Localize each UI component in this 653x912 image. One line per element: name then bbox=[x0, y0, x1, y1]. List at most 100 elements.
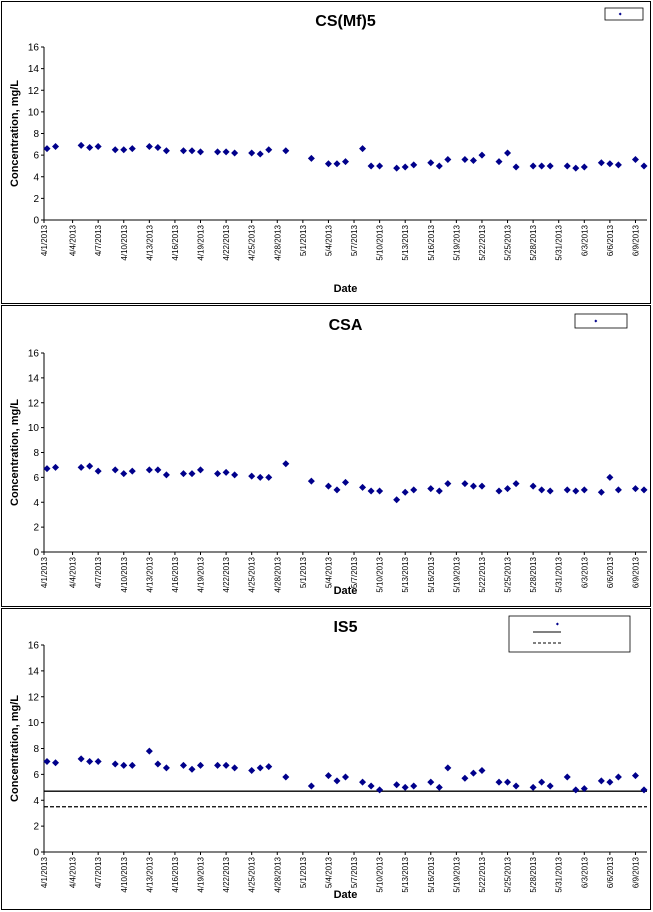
y-tick-label: 0 bbox=[33, 216, 39, 227]
data-point bbox=[307, 782, 315, 790]
data-point bbox=[504, 485, 512, 493]
data-point bbox=[86, 757, 94, 765]
data-point bbox=[197, 466, 205, 474]
x-tick-label: 4/16/2013 bbox=[171, 224, 180, 260]
x-tick-label: 5/4/2013 bbox=[324, 556, 333, 588]
data-point bbox=[94, 467, 102, 475]
x-tick-label: 5/4/2013 bbox=[324, 224, 333, 256]
chart-title: CSA bbox=[329, 317, 363, 334]
x-tick-label: 4/1/2013 bbox=[40, 224, 49, 256]
data-point bbox=[640, 162, 648, 170]
chart-panel-1: CS(Mf)5 0 2 4 6 8 10 12 14 16 Concentration, mg/L 4… bbox=[1, 1, 651, 304]
x-tick-label: 4/19/2013 bbox=[197, 856, 206, 892]
y-tick-label: 6 bbox=[33, 770, 39, 781]
x-axis-label: Date bbox=[334, 889, 358, 901]
data-point bbox=[145, 142, 153, 150]
data-point bbox=[120, 146, 128, 154]
x-tick-label: 5/28/2013 bbox=[529, 224, 538, 260]
x-tick-label: 5/7/2013 bbox=[350, 856, 359, 888]
y-tick-label: 14 bbox=[28, 666, 40, 677]
legend-box bbox=[508, 615, 631, 653]
x-tick-label: 5/31/2013 bbox=[555, 856, 564, 892]
x-tick-label: 5/19/2013 bbox=[452, 224, 461, 260]
y-tick-label: 10 bbox=[28, 423, 40, 434]
y-tick-label: 12 bbox=[28, 86, 40, 97]
data-point bbox=[248, 472, 256, 480]
data-point bbox=[162, 764, 170, 772]
data-point bbox=[367, 162, 375, 170]
x-tick-label: 4/16/2013 bbox=[171, 556, 180, 592]
y-tick-label: 16 bbox=[28, 641, 40, 652]
data-point bbox=[188, 147, 196, 155]
data-point bbox=[94, 142, 102, 150]
data-point bbox=[563, 486, 571, 494]
x-tick-label: 6/3/2013 bbox=[580, 224, 589, 256]
data-point bbox=[282, 147, 290, 155]
x-tick-label: 4/22/2013 bbox=[222, 856, 231, 892]
data-point bbox=[111, 146, 119, 154]
data-point bbox=[307, 477, 315, 485]
x-tick-label: 5/16/2013 bbox=[427, 556, 436, 592]
data-point bbox=[546, 487, 554, 495]
data-point bbox=[631, 772, 639, 780]
data-point bbox=[179, 470, 187, 478]
data-point bbox=[265, 763, 273, 771]
x-axis-label: Date bbox=[334, 585, 358, 597]
data-point bbox=[538, 162, 546, 170]
data-point bbox=[86, 462, 94, 470]
data-point bbox=[324, 482, 332, 490]
data-point bbox=[614, 486, 622, 494]
data-point bbox=[504, 778, 512, 786]
chart-cs-mf5: CS(Mf)5 0 2 4 6 8 10 12 14 16 Concentration, mg/L 4… bbox=[9, 7, 648, 295]
data-point bbox=[256, 473, 264, 481]
x-tick-label: 4/25/2013 bbox=[248, 856, 257, 892]
y-tick-label: 16 bbox=[28, 43, 40, 54]
data-point bbox=[111, 466, 119, 474]
y-tick-label: 10 bbox=[28, 718, 40, 729]
data-point bbox=[222, 761, 230, 769]
x-tick-label: 4/7/2013 bbox=[94, 224, 103, 256]
data-point bbox=[495, 158, 503, 166]
x-tick-label: 5/10/2013 bbox=[376, 556, 385, 592]
data-point bbox=[324, 160, 332, 168]
legend-box bbox=[574, 313, 628, 329]
y-tick-label: 6 bbox=[33, 151, 39, 162]
data-point bbox=[188, 765, 196, 773]
data-point bbox=[359, 483, 367, 491]
y-tick-label: 8 bbox=[33, 744, 39, 755]
data-point bbox=[572, 164, 580, 172]
data-point bbox=[52, 759, 60, 767]
data-point bbox=[145, 747, 153, 755]
data-point bbox=[43, 465, 51, 473]
data-point bbox=[597, 488, 605, 496]
y-tick-label: 16 bbox=[28, 349, 40, 360]
data-point bbox=[43, 145, 51, 153]
x-tick-label: 4/28/2013 bbox=[273, 856, 282, 892]
data-point bbox=[410, 161, 418, 169]
data-point bbox=[461, 155, 469, 163]
x-tick-label: 6/3/2013 bbox=[580, 856, 589, 888]
data-point bbox=[162, 147, 170, 155]
data-point bbox=[128, 761, 136, 769]
data-point bbox=[342, 773, 349, 781]
data-point bbox=[214, 761, 222, 769]
data-point bbox=[111, 760, 119, 768]
x-tick-label: 6/6/2013 bbox=[606, 856, 615, 888]
x-tick-label: 4/1/2013 bbox=[40, 556, 49, 588]
x-tick-label: 4/19/2013 bbox=[197, 224, 206, 260]
x-tick-label: 4/13/2013 bbox=[145, 856, 154, 892]
data-point bbox=[376, 162, 384, 170]
data-point bbox=[128, 467, 136, 475]
x-tick-label: 5/31/2013 bbox=[555, 224, 564, 260]
data-point bbox=[77, 141, 85, 149]
y-axis-label: Concentration, mg/L bbox=[9, 80, 21, 187]
data-point bbox=[546, 782, 554, 790]
data-point bbox=[580, 163, 588, 171]
data-point bbox=[256, 150, 264, 158]
data-point bbox=[580, 486, 588, 494]
data-point bbox=[282, 460, 290, 468]
data-point bbox=[606, 473, 614, 481]
x-tick-label: 5/13/2013 bbox=[401, 556, 410, 592]
data-point bbox=[120, 470, 128, 478]
x-tick-label: 4/1/2013 bbox=[40, 856, 49, 888]
